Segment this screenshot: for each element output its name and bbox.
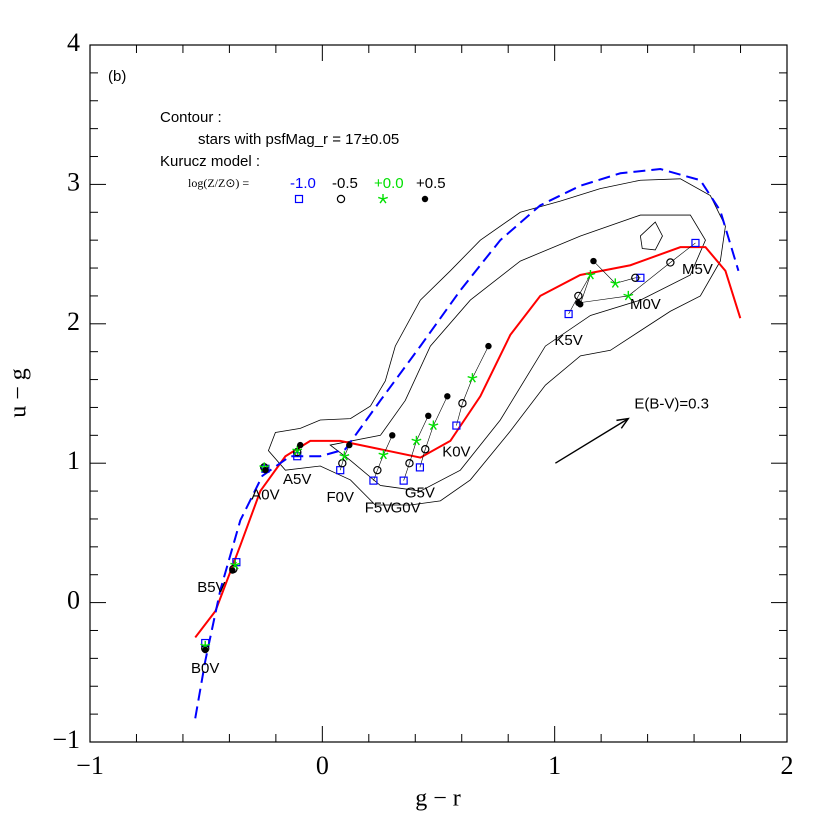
marker-circle (574, 291, 583, 301)
marker-dot (346, 441, 353, 449)
marker-dot (444, 393, 451, 400)
marker-square (369, 476, 378, 485)
marker-circle (666, 258, 675, 267)
x-axis-title: g − r (415, 786, 461, 812)
marker-dot (389, 432, 396, 439)
spectral-type-label: B0V (191, 660, 219, 677)
spectral-type-label: B5V (197, 579, 225, 596)
marker-star (339, 451, 350, 461)
panel-label: (b) (108, 68, 126, 85)
x-tick-label: 2 (781, 751, 794, 780)
marker-star (585, 270, 596, 280)
model-curve (194, 246, 742, 639)
marker-dot (425, 412, 432, 420)
marker-square (564, 309, 573, 319)
y-tick-label: 1 (67, 446, 80, 475)
marker-star (378, 449, 389, 460)
reddening-arrow (554, 417, 629, 464)
y-tick-label: 2 (67, 307, 80, 336)
marker-star (428, 420, 439, 431)
x-tick-label: 1 (548, 751, 561, 780)
y-tick-label: 0 (67, 586, 80, 615)
legend-entry: -0.5 (332, 175, 358, 192)
marker-circle (421, 445, 430, 454)
marker-star (378, 194, 388, 204)
marker-dot (202, 646, 209, 654)
marker-star (610, 278, 621, 288)
marker-circle (631, 273, 640, 282)
marker-star (230, 559, 241, 570)
marker-dot (262, 466, 269, 474)
reddening-label: E(B-V)=0.3 (634, 396, 709, 413)
marker-circle (336, 194, 346, 204)
legend-entry: -1.0 (290, 175, 316, 192)
marker-dot (485, 342, 492, 350)
marker-square (636, 273, 645, 282)
marker-square (452, 421, 461, 430)
spectral-type-label: M5V (682, 261, 713, 278)
legend-metallicity-label: log(Z/Z⊙) = (188, 176, 249, 190)
spectral-type-label: F5V (365, 500, 393, 517)
spectral-type-label: K5V (554, 332, 582, 349)
type-connector (373, 435, 393, 481)
y-tick-label: 4 (67, 28, 80, 57)
contour-line (267, 178, 726, 506)
marker-dot (421, 195, 429, 203)
marker-circle (373, 465, 382, 475)
legend-entry: +0.5 (416, 175, 446, 192)
marker-dot (590, 257, 597, 265)
legend-model-title: Kurucz model : (160, 153, 260, 170)
contour-line (639, 221, 663, 251)
marker-square (415, 463, 425, 472)
spectral-type-label: A0V (251, 487, 279, 504)
type-connector (403, 415, 429, 481)
contour-line (329, 214, 706, 492)
x-tick-label: −1 (76, 751, 104, 780)
marker-dot (229, 567, 236, 574)
spectral-type-label: G0V (391, 500, 421, 517)
marker-star (411, 435, 422, 446)
marker-circle (458, 399, 467, 408)
type-connector (578, 242, 696, 304)
spectral-type-label: M0V (630, 296, 661, 313)
marker-circle (405, 459, 414, 468)
marker-square (691, 238, 700, 248)
spectral-type-label: K0V (442, 444, 470, 461)
y-tick-label: 3 (67, 167, 80, 196)
plot-frame (89, 44, 788, 743)
legend-contour-title: Contour : (160, 109, 222, 126)
marker-dot (297, 441, 304, 449)
marker-square (293, 452, 302, 461)
marker-star (623, 290, 634, 301)
type-connector (568, 274, 591, 315)
reddening-arrowhead (616, 417, 630, 429)
y-tick-label: −1 (52, 725, 80, 754)
model-curve (194, 168, 740, 719)
legend-entry: +0.0 (374, 175, 404, 192)
type-connector (456, 345, 489, 426)
type-connector (419, 396, 448, 468)
marker-star (292, 445, 303, 456)
marker-square (399, 476, 408, 485)
marker-dot (575, 299, 582, 307)
type-connector (593, 260, 641, 284)
legend-contour-desc: stars with psfMag_r = 17±0.05 (198, 131, 399, 148)
spectral-type-label: G5V (405, 484, 435, 501)
marker-star (467, 373, 478, 383)
marker-square (294, 194, 304, 204)
spectral-type-label: F0V (326, 489, 354, 506)
x-tick-label: 0 (316, 751, 329, 780)
spectral-type-label: A5V (283, 471, 311, 488)
y-axis-title: u − g (6, 368, 32, 418)
